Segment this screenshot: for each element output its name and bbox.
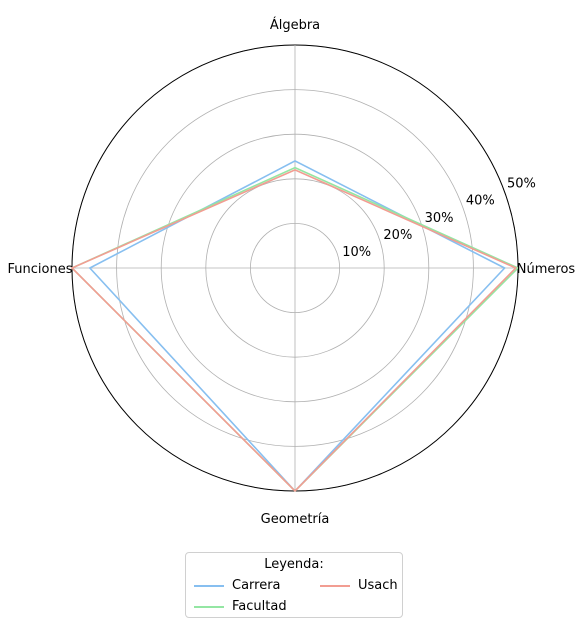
radial-tick-label: 40%: [466, 194, 495, 209]
category-label: Álgebra: [270, 17, 320, 33]
legend-swatch: [320, 584, 350, 587]
series-group: [70, 160, 520, 493]
legend-item-carrera: Carrera: [194, 578, 281, 593]
angular-axes: [72, 45, 518, 491]
category-label: Geometría: [261, 512, 330, 527]
legend-title: Leyenda:: [264, 557, 324, 572]
category-label: Números: [517, 262, 576, 277]
series-line-usach: [70, 169, 518, 493]
radial-tick-label: 50%: [507, 177, 536, 192]
legend-label: Facultad: [232, 599, 287, 614]
series-line-carrera: [88, 160, 506, 493]
legend: Leyenda: Carrera Facultad Usach: [185, 552, 403, 618]
axis-labels: 10% 20% 30% 40% 50% Números Álgebra Funciones Ge…: [8, 17, 576, 527]
radial-tick-label: 10%: [342, 245, 371, 260]
legend-label: Carrera: [232, 578, 281, 593]
legend-item-facultad: Facultad: [194, 599, 287, 614]
radial-tick-label: 20%: [383, 228, 412, 243]
radial-tick-label: 30%: [425, 211, 454, 226]
legend-label: Usach: [358, 578, 398, 593]
legend-swatch: [194, 584, 224, 587]
legend-item-usach: Usach: [320, 578, 398, 593]
legend-swatch: [194, 605, 224, 608]
category-label: Funciones: [8, 262, 73, 277]
